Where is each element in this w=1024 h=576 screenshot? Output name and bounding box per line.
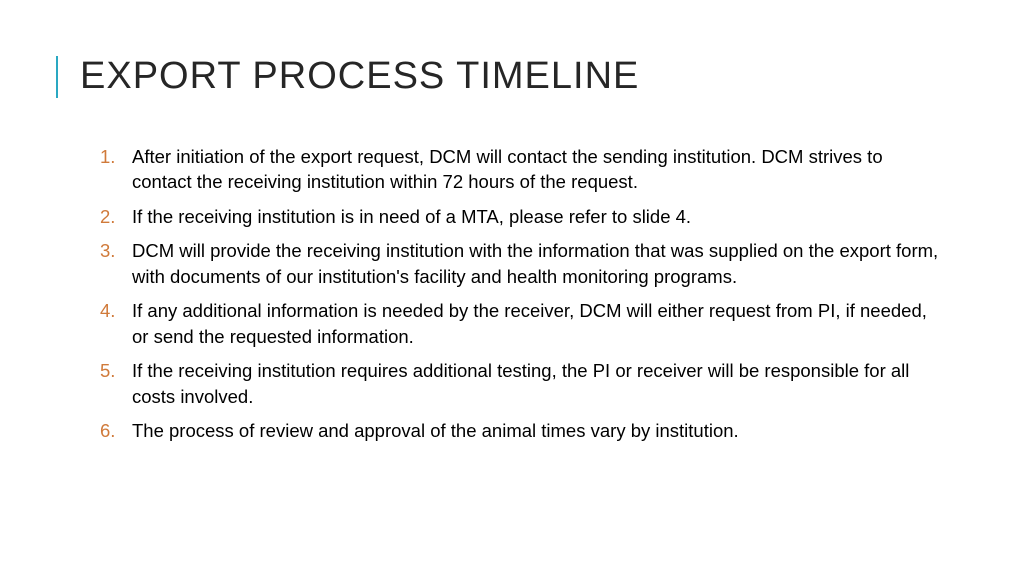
list-item: The process of review and approval of th… [100, 418, 944, 444]
list-item: If the receiving institution is in need … [100, 204, 944, 230]
list-item: If the receiving institution requires ad… [100, 358, 944, 409]
slide-title: EXPORT PROCESS TIMELINE [80, 56, 639, 98]
accent-bar [56, 56, 58, 98]
numbered-list: After initiation of the export request, … [56, 144, 944, 444]
slide-container: EXPORT PROCESS TIMELINE After initiation… [0, 0, 1024, 576]
title-block: EXPORT PROCESS TIMELINE [56, 56, 944, 98]
list-item: After initiation of the export request, … [100, 144, 944, 195]
list-item: DCM will provide the receiving instituti… [100, 238, 944, 289]
list-item: If any additional information is needed … [100, 298, 944, 349]
